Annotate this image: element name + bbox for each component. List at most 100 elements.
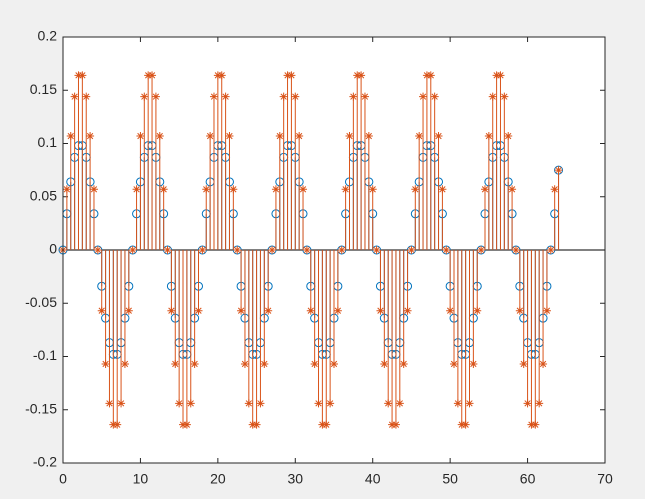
stem-marker xyxy=(97,306,106,315)
stem-marker xyxy=(93,246,102,254)
stem-marker xyxy=(453,399,462,408)
stem-marker xyxy=(86,132,95,141)
axes-box xyxy=(62,36,606,464)
stem-marker xyxy=(450,359,459,368)
x-tick-label: 70 xyxy=(597,471,613,487)
stem-marker xyxy=(117,399,126,408)
stem-marker xyxy=(511,246,520,254)
stem-marker xyxy=(105,399,114,408)
stem-marker xyxy=(438,185,447,194)
stem-marker xyxy=(190,359,199,368)
stem-marker xyxy=(175,399,184,408)
stem-marker xyxy=(330,359,338,368)
x-tick-label: 30 xyxy=(287,471,303,487)
x-tick-label: 60 xyxy=(520,471,536,487)
stem-marker xyxy=(345,132,354,141)
stem-marker xyxy=(240,359,249,368)
stem-marker xyxy=(89,185,98,194)
stem-marker xyxy=(411,185,420,194)
stem-marker xyxy=(291,92,300,101)
stem-marker xyxy=(349,92,358,101)
stem-marker xyxy=(546,246,555,254)
stem-marker xyxy=(372,246,381,254)
stem-marker xyxy=(391,420,400,429)
stem-marker xyxy=(310,359,319,368)
stem-marker xyxy=(167,306,176,315)
y-tick-label: -0.05 xyxy=(25,294,57,310)
stem-marker xyxy=(500,92,509,101)
x-tick-label: 0 xyxy=(59,471,67,487)
stem-marker xyxy=(233,246,242,254)
stem-marker xyxy=(268,246,277,254)
stem-marker xyxy=(279,92,288,101)
stem-marker xyxy=(407,246,416,254)
stem-marker xyxy=(446,306,455,315)
stem-marker xyxy=(140,92,149,101)
stem-marker xyxy=(221,92,230,101)
y-tick-label: 0.05 xyxy=(30,187,57,203)
stem-marker xyxy=(403,306,412,315)
stem-marker xyxy=(295,132,304,141)
stem-marker xyxy=(136,132,145,141)
stem-marker xyxy=(171,359,180,368)
stem-marker xyxy=(287,71,296,80)
stem-marker xyxy=(306,306,315,315)
y-tick-label: 0.1 xyxy=(38,134,58,150)
stem-marker xyxy=(271,185,280,194)
stem-marker xyxy=(550,185,559,194)
y-tick-label: -0.15 xyxy=(25,400,57,416)
stem-marker xyxy=(237,306,246,315)
stem-marker xyxy=(302,246,311,254)
stem-marker xyxy=(399,359,408,368)
stem-marker xyxy=(299,185,308,194)
stem-marker xyxy=(182,420,191,429)
stem-marker xyxy=(395,399,404,408)
stem-marker xyxy=(151,92,160,101)
stem-marker xyxy=(515,306,524,315)
stem-marker xyxy=(554,166,563,175)
x-tick-label: 50 xyxy=(442,471,458,487)
stem-marker xyxy=(496,71,505,80)
stem-marker xyxy=(488,92,497,101)
stem-marker xyxy=(322,420,331,429)
stem-marker xyxy=(368,185,377,194)
stem-marker xyxy=(364,132,373,141)
stem-marker xyxy=(504,132,513,141)
stem-marker xyxy=(461,420,470,429)
stem-marker xyxy=(380,359,389,368)
stem-marker xyxy=(542,306,551,315)
stem-marker xyxy=(473,306,482,315)
stem-marker xyxy=(357,71,366,80)
stem-marker xyxy=(531,420,540,429)
stem-marker xyxy=(480,185,489,194)
stem-marker xyxy=(217,71,226,80)
stem-marker xyxy=(519,359,528,368)
stem-marker xyxy=(333,306,342,315)
y-tick-label: 0 xyxy=(49,241,57,257)
stem-marker xyxy=(113,420,122,429)
stem-marker xyxy=(225,132,234,141)
stem-marker xyxy=(256,399,265,408)
stem-marker xyxy=(430,92,439,101)
stem-marker xyxy=(384,399,393,408)
stem-marker xyxy=(78,71,87,80)
stem-marker xyxy=(539,359,548,368)
stem-marker xyxy=(264,306,273,315)
stem-marker xyxy=(376,306,385,315)
stem-marker xyxy=(465,399,474,408)
stem-marker xyxy=(419,92,428,101)
x-tick-label: 20 xyxy=(210,471,226,487)
stem-marker xyxy=(209,92,218,101)
y-tick-label: -0.1 xyxy=(33,347,57,363)
stem-marker xyxy=(484,132,493,141)
y-tick-label: 0.2 xyxy=(38,28,58,44)
stem-marker xyxy=(477,246,486,254)
stem-marker xyxy=(341,185,350,194)
x-tick-label: 10 xyxy=(133,471,149,487)
stem-marker xyxy=(426,71,435,80)
stem-marker xyxy=(469,359,478,368)
stem-marker xyxy=(260,359,269,368)
stem-marker xyxy=(206,132,215,141)
stem-marker xyxy=(82,92,91,101)
